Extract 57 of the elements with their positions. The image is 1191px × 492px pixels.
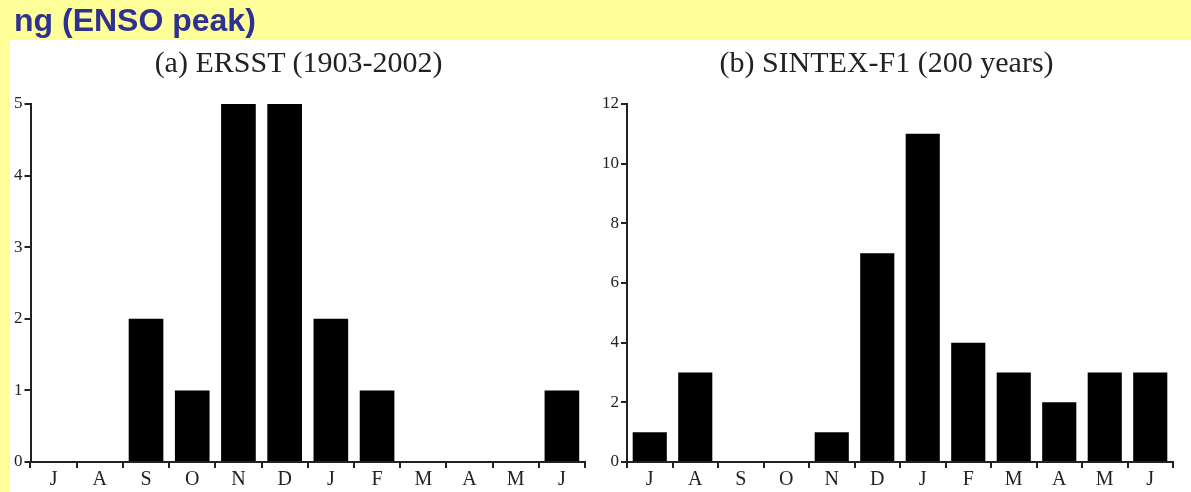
bar	[359, 390, 395, 461]
bar	[1087, 372, 1122, 461]
x-tick-label: D	[277, 467, 292, 490]
bar	[221, 104, 256, 461]
y-tick-label: 2	[610, 391, 619, 411]
bar	[174, 390, 210, 461]
x-tick-label: O	[779, 467, 794, 490]
x-tick-label: M	[1095, 467, 1114, 490]
text: ng (ENSO peak)	[14, 2, 256, 39]
bar	[1133, 372, 1168, 461]
x-tick-label: M	[414, 467, 433, 490]
bar	[128, 318, 164, 461]
x-tick-label: J	[1146, 467, 1155, 490]
bar	[814, 432, 849, 461]
x-tick-label: J	[326, 467, 335, 490]
x-tick-label: A	[1052, 467, 1068, 490]
y-tick-label: 2	[14, 308, 23, 328]
x-tick-label: S	[735, 467, 747, 490]
y-tick-label: 4	[14, 165, 23, 185]
x-tick-label: S	[140, 467, 152, 490]
x-tick-label: A	[462, 467, 478, 490]
x-tick-label: F	[371, 467, 383, 490]
x-tick-label: M	[506, 467, 525, 490]
x-tick-label: J	[49, 467, 58, 490]
y-tick-label: 0	[14, 451, 23, 471]
x-tick-label: O	[185, 467, 200, 490]
bar	[267, 104, 302, 461]
bar	[678, 372, 713, 461]
bar	[544, 390, 580, 461]
bar	[632, 432, 667, 461]
bar	[996, 372, 1031, 461]
x-tick-label: D	[870, 467, 885, 490]
x-tick-label: M	[1004, 467, 1023, 490]
y-tick-label: 3	[14, 236, 23, 256]
y-tick-label: 4	[610, 332, 620, 352]
x-tick-label: J	[558, 467, 566, 490]
bar	[313, 318, 349, 461]
bar	[1042, 402, 1077, 461]
y-tick-label: 6	[610, 272, 619, 292]
y-tick-label: 5	[14, 93, 23, 113]
x-tick-label: J	[918, 467, 927, 490]
y-tick-label: 10	[602, 153, 619, 173]
y-tick-label: 8	[610, 212, 619, 232]
y-tick-label: 1	[14, 379, 23, 399]
y-tick-label: 0	[610, 451, 619, 471]
x-tick-label: A	[92, 467, 108, 490]
y-tick-label: 12	[602, 93, 619, 113]
x-tick-label: N	[231, 467, 246, 490]
chart-title: (b) SINTEX-F1 (200 years)	[719, 44, 1054, 79]
x-tick-label: F	[962, 467, 974, 490]
x-tick-label: N	[824, 467, 839, 490]
bar	[860, 253, 895, 461]
x-tick-label: J	[645, 467, 654, 490]
bar	[905, 133, 940, 461]
chart-title: (a) ERSST (1903-2002)	[154, 44, 443, 79]
x-tick-label: A	[688, 467, 704, 490]
bar	[951, 342, 986, 461]
